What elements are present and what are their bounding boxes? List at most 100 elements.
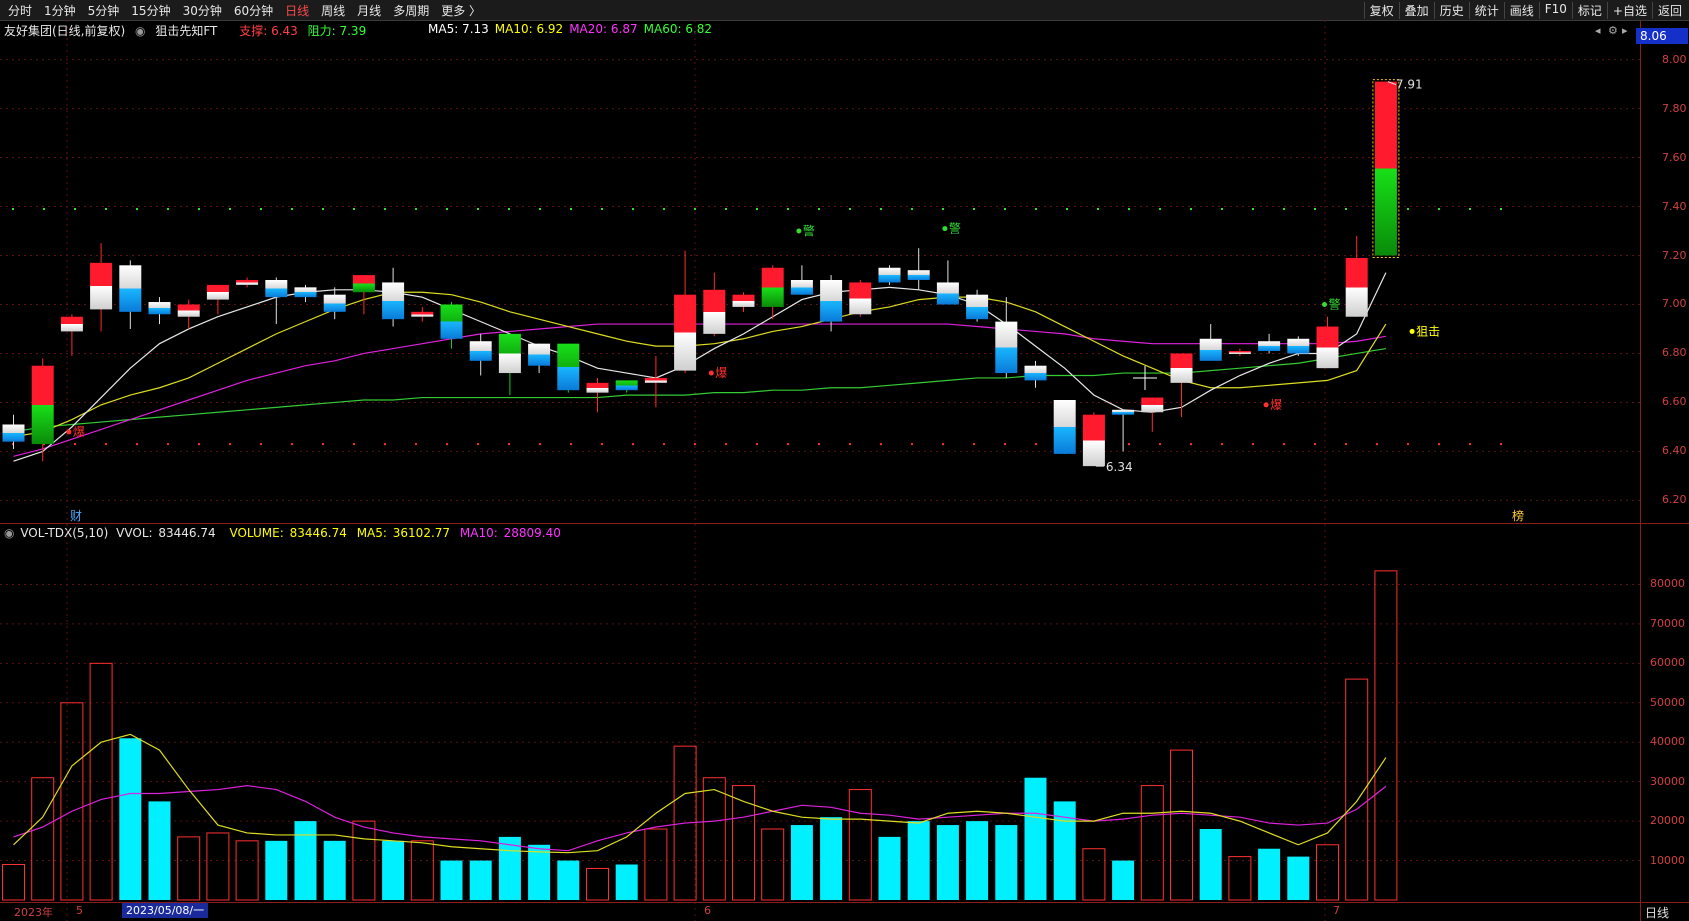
period-indicator[interactable]: 日线 [1645,906,1670,920]
price-tick: 7.80 [1662,101,1687,115]
settings-icon[interactable]: ⚙ [1608,24,1618,37]
volume-bar [1287,856,1310,900]
period-tab-10[interactable]: 更多 〉 [441,4,482,18]
price-tick: 8.00 [1662,52,1687,66]
candle-body [1345,257,1368,317]
ma5-line [13,272,1387,462]
period-tab-5[interactable]: 60分钟 [233,4,274,18]
candle-body [206,284,229,300]
period-toolbar: 分时 1分钟 5分钟 15分钟 30分钟 60分钟 日线 周线 月线 多周期 更多 〉 复权 叠加 历史… [0,0,1689,21]
candle-body [878,267,901,283]
tool-button-6[interactable]: 标记 [1571,2,1607,19]
signal-dot [796,228,802,234]
tool-button-2[interactable]: 历史 [1433,2,1469,19]
volume-bar [1374,570,1398,901]
period-tab-6[interactable]: 日线 [285,4,310,18]
vol-toggle-icon[interactable]: ◉ [4,526,15,540]
candle-body [1374,81,1397,256]
price-tick: 6.60 [1662,395,1687,409]
panel-divider [0,523,1689,524]
tool-button-5[interactable]: F10 [1538,2,1572,19]
volume-bar [148,801,171,900]
volume-bar [235,840,259,901]
candle-body [1024,365,1047,381]
ma-legend-item-3: MA60: 6.82 [643,22,713,36]
tool-button-3[interactable]: 统计 [1468,2,1504,19]
volume-bar [1258,848,1281,900]
signal-dot [66,429,72,435]
indicator-name[interactable]: 狙击先知FT [155,24,218,38]
tool-button-7[interactable]: +自选 [1606,2,1652,19]
current-price-tag: 8.06 [1636,28,1688,44]
high-price-label: 7.91 [1396,78,1423,92]
candle-body [528,343,551,366]
vol-title[interactable]: VOL-TDX(5,10) [20,526,109,540]
ma-legend: MA5: 7.13 MA10: 6.92 MA20: 6.87 MA60: 6.82 [428,22,718,36]
volume-bar [907,821,930,900]
candle-body [177,304,200,317]
candle-body [936,282,959,305]
cursor-date-box: 2023/05/08/一 [122,903,209,918]
volume-bar [177,836,201,901]
ranking-marker: 榜 [1512,508,1524,523]
volume-bar [89,662,113,901]
signal-dot [708,370,714,376]
candle-body [31,365,54,445]
period-tab-1[interactable]: 1分钟 [44,4,76,18]
candle-body [119,265,142,312]
volume-bar [410,840,434,901]
candle-body [1199,338,1222,361]
tool-button-4[interactable]: 画线 [1503,2,1539,19]
period-tab-0[interactable]: 分时 [8,4,33,18]
period-tab-4[interactable]: 30分钟 [182,4,222,18]
volume-bar [352,820,376,901]
volume-bar [498,836,521,900]
volume-bar [557,860,580,900]
price-tick: 7.00 [1662,297,1687,311]
period-tab-9[interactable]: 多周期 [393,4,430,18]
volume-tick: 10000 [1650,853,1685,867]
volume-bar [1199,829,1222,900]
volume-tick: 20000 [1650,814,1685,828]
tool-button-8[interactable]: 返回 [1651,2,1687,19]
tool-button-1[interactable]: 叠加 [1398,2,1434,19]
volume-value: 83446.74 [289,526,347,540]
signal-dot [942,226,948,232]
period-tab-8[interactable]: 月线 [357,4,382,18]
candle-body [761,267,784,307]
ma-legend-item-0: MA5: 7.13 [428,22,489,36]
zoom-out-icon[interactable]: ◂ [1595,24,1601,37]
candle-body [1316,326,1339,369]
support-label: 支撑: [239,24,268,38]
price-tick: 6.40 [1662,444,1687,458]
main-info-line: 友好集团(日线,前复权) ◉ 狙击先知FT 支撑: 6.43 阻力: 7.39 [4,22,372,39]
volume-bar [878,836,901,900]
volume-bar [966,821,989,900]
candle-body [1141,397,1164,413]
period-tab-2[interactable]: 5分钟 [87,4,120,18]
volume-bar [1170,749,1193,901]
candle-body [1258,341,1281,352]
tool-buttons: 复权 叠加 历史 统计 画线 F10 标记 +自选 返回 [1363,2,1687,19]
candle-body [294,287,317,298]
signal-dot [1409,328,1415,334]
price-tick: 6.80 [1662,346,1687,360]
signal-dot [1263,402,1269,408]
support-value: 6.43 [271,24,298,38]
indicator-toggle-icon[interactable]: ◉ [135,24,146,38]
tool-button-0[interactable]: 复权 [1363,2,1399,19]
period-tab-3[interactable]: 15分钟 [131,4,171,18]
volume-bar [995,825,1018,900]
high-pointer [1387,81,1397,86]
volume-bar [31,777,55,901]
volume-bar [265,840,288,900]
period-tab-7[interactable]: 周线 [321,4,346,18]
signal-label: 警 [949,221,961,236]
candle-body [644,377,667,383]
volume-bar [761,828,785,901]
volume-bar [790,825,813,900]
volume-bar [1024,777,1047,900]
zoom-in-icon[interactable]: ▸ [1622,24,1628,37]
volume-bar [469,860,492,900]
